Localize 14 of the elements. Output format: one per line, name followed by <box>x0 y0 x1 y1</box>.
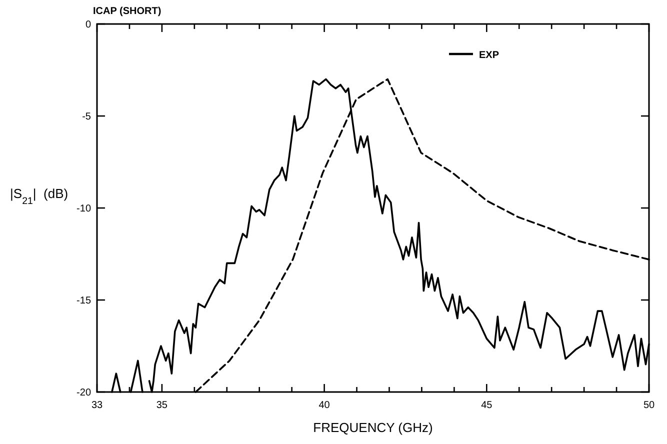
x-tick-label: 33 <box>91 400 103 411</box>
x-tick-label: 40 <box>318 400 330 411</box>
y-tick-label: 0 <box>85 20 92 30</box>
y-tick-label: -15 <box>76 296 92 306</box>
x-tick-label: 50 <box>643 400 655 411</box>
chart-title: ICAP (SHORT) <box>93 6 162 17</box>
y-tick-label: -10 <box>76 204 92 214</box>
legend-label: EXP <box>479 50 500 61</box>
x-axis-title: FREQUENCY (GHz) <box>313 420 433 435</box>
x-tick-label: 35 <box>156 400 168 411</box>
y-axis-title: |S$_{21}$| (dB) <box>10 186 68 206</box>
x-tick-label: 45 <box>481 400 493 411</box>
y-tick-label: -5 <box>82 112 92 122</box>
y-tick-label: -20 <box>76 388 92 398</box>
